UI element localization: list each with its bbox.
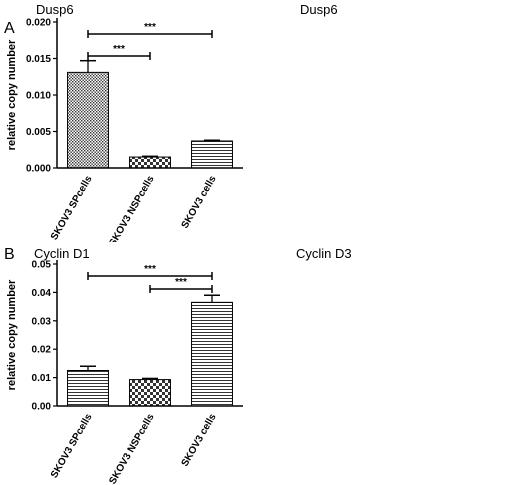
x-tick-label: SKOV3 NSPcells xyxy=(107,174,156,242)
y-tick-label: 0.005 xyxy=(26,127,51,138)
y-tick-label: 0.015 xyxy=(26,54,51,65)
y-tick-label: 0.01 xyxy=(32,373,52,384)
x-tick-label: SKOV3 SPcells xyxy=(49,174,95,242)
y-tick-label: 0.02 xyxy=(32,345,52,356)
chart-dusp6-skov3: 0.000 0.005 0.010 0.015 0.020 relative copy n… xyxy=(6,18,243,242)
chart-title-dusp6-ovcar8: Dusp6 xyxy=(300,2,338,17)
y-tick-label: 0.00 xyxy=(32,402,52,413)
panel-letter-a: A xyxy=(4,20,15,37)
y-tick-label: 0.05 xyxy=(32,260,52,271)
chart-title-cyclin-d3: Cyclin D3 xyxy=(296,246,352,261)
significance-label: *** xyxy=(144,22,156,33)
bar xyxy=(67,370,109,407)
significance-label: *** xyxy=(113,44,125,55)
bar xyxy=(191,140,233,169)
y-axis-label: relative copy number xyxy=(6,39,18,150)
chart-title-cyclin-d1: Cyclin D1 xyxy=(34,246,90,261)
significance-label: *** xyxy=(175,277,187,288)
x-tick-label: SKOV3 cells xyxy=(180,174,219,231)
y-tick-label: 0.020 xyxy=(26,18,51,29)
chart-title-dusp6-skov3: Dusp6 xyxy=(36,2,74,17)
chart-cyclin-d1: 0.00 0.01 0.02 0.03 0.04 0.05 relative copy nu… xyxy=(6,260,243,485)
significance-label: *** xyxy=(144,264,156,275)
bar xyxy=(67,71,109,169)
x-tick-label: SKOV3 cells xyxy=(180,412,219,469)
bar xyxy=(129,379,171,407)
bar xyxy=(191,301,233,407)
x-tick-label: SKOV3 NSPcells xyxy=(107,412,156,485)
y-tick-label: 0.010 xyxy=(26,91,51,102)
x-tick-label: SKOV3 SPcells xyxy=(49,412,95,480)
y-tick-label: 0.000 xyxy=(26,164,51,175)
panel-letter-b: B xyxy=(4,246,15,263)
y-tick-label: 0.03 xyxy=(32,316,52,327)
y-tick-label: 0.04 xyxy=(32,288,52,299)
bar xyxy=(129,156,171,169)
y-axis-label: relative copy number xyxy=(6,279,18,390)
